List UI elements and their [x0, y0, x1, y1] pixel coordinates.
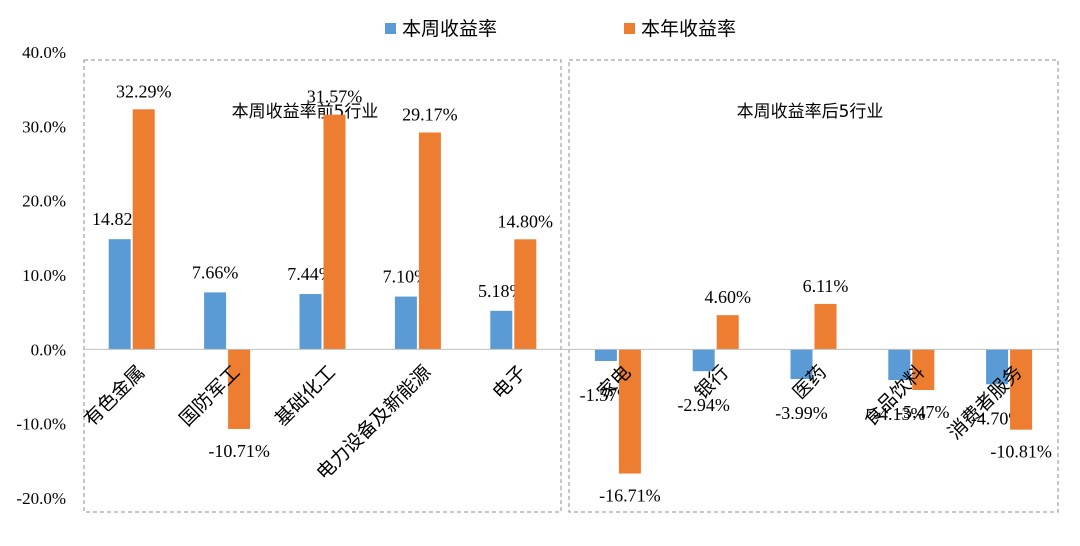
- bar-ytd: [323, 114, 346, 350]
- panel-frame: [568, 59, 1059, 513]
- data-label-ytd: 4.60%: [704, 287, 751, 307]
- panels: 本周收益率前5行业14.82%32.29%有色金属7.66%-10.71%国防军…: [80, 59, 1059, 513]
- legend-swatch-ytd: [624, 23, 635, 34]
- y-tick-label: 30.0%: [22, 117, 66, 136]
- bar-weekly: [299, 294, 322, 350]
- bar-ytd: [514, 239, 537, 350]
- bar-weekly: [394, 296, 417, 350]
- y-tick-label: -20.0%: [16, 489, 66, 508]
- bar-weekly: [204, 292, 227, 350]
- data-label-ytd: -10.71%: [208, 441, 270, 461]
- bar-ytd: [618, 349, 641, 474]
- data-label-weekly: 5.18%: [478, 281, 525, 301]
- y-tick-label: 40.0%: [22, 43, 66, 62]
- panel-frame: [83, 59, 562, 513]
- bar-weekly: [692, 349, 715, 372]
- data-label-weekly: -4.13%: [873, 404, 926, 424]
- panel-1: 本周收益率前5行业14.82%32.29%有色金属7.66%-10.71%国防军…: [80, 59, 562, 513]
- data-label-ytd: -5.47%: [897, 402, 950, 422]
- data-label-ytd: 29.17%: [402, 105, 458, 125]
- bar-weekly: [490, 310, 513, 350]
- data-label-ytd: 31.57%: [307, 87, 363, 107]
- bar-ytd: [912, 349, 935, 390]
- bar-ytd: [1010, 349, 1033, 430]
- y-tick-label: -10.0%: [16, 415, 66, 434]
- data-label-weekly: 7.66%: [192, 262, 239, 282]
- panel-title: 本周收益率后5行业: [737, 102, 884, 122]
- bar-ytd: [418, 132, 441, 350]
- data-label-ytd: -10.81%: [990, 442, 1052, 462]
- panel-2: 本周收益率后5行业-1.57%-16.71%家电-2.94%4.60%银行-3.…: [568, 59, 1059, 513]
- data-label-ytd: 6.11%: [803, 276, 849, 296]
- bar-ytd: [228, 349, 251, 429]
- category-label: 有色金属: [80, 361, 149, 430]
- data-label-weekly: -2.94%: [677, 395, 730, 415]
- data-label-ytd: -16.71%: [599, 486, 661, 506]
- bar-ytd: [814, 303, 837, 350]
- data-label-weekly: 7.44%: [287, 264, 334, 284]
- bar-weekly: [888, 349, 911, 381]
- bar-weekly: [594, 349, 617, 362]
- bar-ytd: [716, 315, 739, 350]
- data-label-weekly: 7.10%: [383, 267, 430, 287]
- y-axis: -20.0% -10.0% 0.0% 10.0% 20.0% 30.0% 40.0%: [16, 43, 66, 508]
- y-tick-label: 20.0%: [22, 192, 66, 211]
- legend-label-ytd: 本年收益率: [641, 18, 736, 40]
- bar-weekly: [790, 349, 813, 379]
- category-label: 基础化工: [271, 361, 340, 430]
- legend-label-weekly: 本周收益率: [402, 18, 497, 40]
- bar-weekly: [108, 239, 131, 350]
- legend-swatch-weekly: [385, 23, 396, 34]
- data-label-ytd: 32.29%: [116, 81, 172, 101]
- category-label: 电子: [488, 361, 530, 403]
- bar-ytd: [132, 109, 155, 350]
- y-tick-label: 10.0%: [22, 266, 66, 285]
- legend: 本周收益率 本年收益率: [385, 18, 736, 40]
- y-tick-label: 0.0%: [31, 340, 66, 359]
- data-label-weekly: -3.99%: [775, 403, 828, 423]
- data-label-ytd: 14.80%: [498, 211, 554, 231]
- bar-weekly: [986, 349, 1009, 385]
